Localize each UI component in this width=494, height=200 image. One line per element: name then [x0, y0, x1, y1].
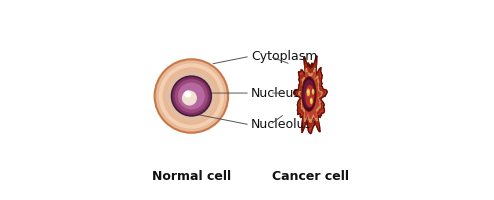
Ellipse shape	[307, 88, 310, 96]
Ellipse shape	[310, 99, 312, 102]
Text: Normal cell: Normal cell	[152, 170, 231, 183]
Text: Cytoplasm: Cytoplasm	[251, 50, 317, 63]
Ellipse shape	[184, 90, 191, 98]
Ellipse shape	[182, 90, 197, 106]
Ellipse shape	[166, 71, 216, 121]
Ellipse shape	[159, 63, 224, 129]
Ellipse shape	[174, 79, 208, 113]
Ellipse shape	[305, 85, 314, 107]
Text: Nucleolus: Nucleolus	[251, 118, 312, 131]
Polygon shape	[297, 63, 325, 127]
Ellipse shape	[178, 83, 205, 110]
Text: Cancer cell: Cancer cell	[272, 170, 349, 183]
Ellipse shape	[163, 67, 220, 125]
Ellipse shape	[307, 90, 309, 93]
Ellipse shape	[312, 89, 314, 95]
Text: Nucleus: Nucleus	[251, 87, 301, 100]
Polygon shape	[294, 56, 328, 134]
Polygon shape	[300, 72, 321, 119]
Ellipse shape	[171, 76, 211, 116]
Polygon shape	[299, 68, 322, 122]
Ellipse shape	[310, 98, 313, 104]
Ellipse shape	[303, 80, 315, 109]
Ellipse shape	[302, 77, 316, 111]
Ellipse shape	[312, 90, 313, 92]
Ellipse shape	[155, 59, 228, 133]
